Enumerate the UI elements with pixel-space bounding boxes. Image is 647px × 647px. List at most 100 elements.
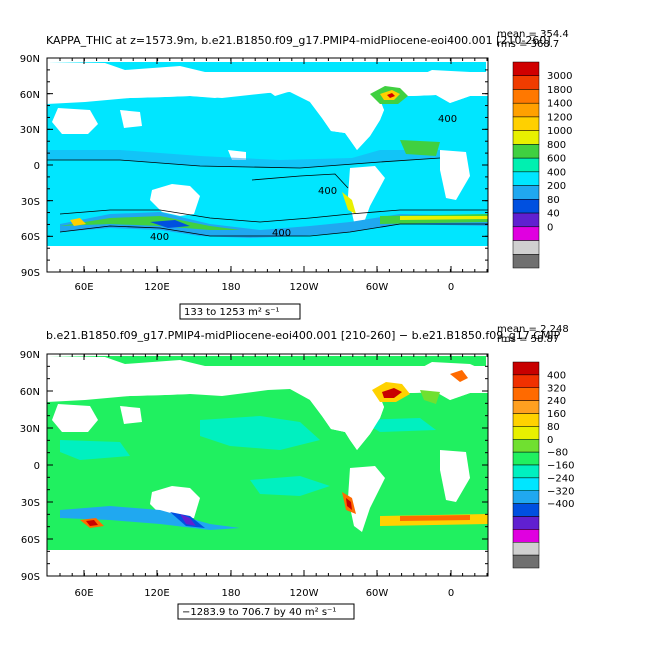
panel-1-colorbar-swatch (512, 116, 540, 131)
panel-1-colorbar-label: 1000 (547, 126, 572, 137)
panel-1-map: 400 400 400 400 (47, 58, 488, 272)
panel-1-colorbar-swatch (512, 157, 540, 173)
panel-1-colorbar-swatch (512, 254, 540, 269)
panel-1-colorbar-swatch (512, 75, 540, 90)
contour-label: 400 (318, 186, 337, 197)
panel-1-southern-band (60, 192, 488, 238)
panel-1-colorbar-swatch (512, 144, 540, 159)
panel-2-rms: rms = 58.87 (497, 334, 559, 345)
lon-label: 120E (144, 588, 169, 599)
panel-2: b.e21.B1850.f09_g17.PMIP4-midPliocene-eo… (20, 324, 574, 620)
panel-1-colorbar-swatch (512, 240, 540, 255)
panel-2-colorbar-swatch (512, 529, 540, 543)
panel-2-title: b.e21.B1850.f09_g17.PMIP4-midPliocene-eo… (46, 329, 561, 342)
lon-label: 60W (366, 282, 389, 293)
panel-1-lat-labels: 90N 60N 30N 0 30S 60S 90S (20, 54, 40, 279)
lat-label: 90S (21, 268, 40, 279)
panel-1-colorbar-swatch (512, 61, 540, 76)
lon-label: 60E (74, 282, 93, 293)
panel-2-colorbar-label: −80 (547, 448, 568, 459)
panel-2-colorbar-swatch (512, 426, 540, 440)
panel-2-colorbar-swatch (512, 451, 540, 466)
panel-1-colorbar-label: 1800 (547, 85, 572, 96)
panel-1-colorbar-label: 400 (547, 167, 566, 178)
panel-1-colorbar-label: 1400 (547, 99, 572, 110)
panel-1-labrador-hotspot (370, 86, 408, 104)
panel-2-colorbar-label: 160 (547, 409, 566, 420)
panel-2-colorbar-label: −400 (547, 499, 574, 510)
lon-label: 60E (74, 588, 93, 599)
panel-2-colorbar-swatch (512, 439, 540, 453)
panel-2-colorbar-swatch (512, 516, 540, 530)
lon-label: 120W (290, 282, 319, 293)
panel-1-rms: rms = 368.7 (497, 39, 559, 50)
panel-1-range-box (179, 303, 301, 320)
panel-2-lat-labels: 90N 60N 30N 0 30S 60S 90S (20, 350, 40, 583)
panel-1-title: KAPPA_THIC at z=1573.9m, b.e21.B1850.f09… (46, 34, 551, 47)
panel-1-colorbar-swatch (512, 212, 540, 228)
panel-1-colorbar-label: 3000 (547, 71, 572, 82)
panel-2-lon-labels: 60E 120E 180 120W 60W 0 (74, 588, 454, 599)
lon-label: 120W (290, 588, 319, 599)
lat-label: 90N (20, 54, 40, 65)
panel-1-mean: mean = 354.4 (497, 29, 569, 40)
lat-label: 60S (21, 535, 40, 546)
panel-2-colorbar-label: −320 (547, 486, 574, 497)
lat-label: 30N (20, 424, 40, 435)
panel-2-colorbar: 400 320 240 160 80 0 −80 −160−240 −320 −400 (512, 361, 574, 569)
panel-2-colorbar-swatch (512, 477, 540, 491)
panel-2-colorbar-swatch (512, 361, 540, 376)
panel-2-colorbar-label: 320 (547, 383, 566, 394)
lon-label: 180 (221, 588, 240, 599)
panel-2-map (47, 354, 488, 576)
panel-2-colorbar-swatch (512, 490, 540, 504)
panel-1-colorbar-label: 80 (547, 195, 560, 206)
lat-label: 90S (21, 572, 40, 583)
panel-2-colorbar-label: 240 (547, 396, 566, 407)
panel-1-colorbar-swatch (512, 171, 540, 186)
lat-label: 60N (20, 387, 40, 398)
panel-2-colorbar-swatch (512, 387, 540, 401)
lat-label: 0 (34, 461, 40, 472)
panel-1-ticks (47, 57, 488, 273)
lon-label: 180 (221, 282, 240, 293)
panel-1-colorbar-label: 800 (547, 140, 566, 151)
contour-label: 400 (438, 114, 457, 125)
panel-1-colorbar-label: 200 (547, 181, 566, 192)
panel-2-colorbar-swatch (512, 374, 540, 388)
panel-1-tropical-band (47, 140, 440, 168)
panel-2-colorbar-swatch (512, 554, 540, 569)
lat-label: 90N (20, 350, 40, 361)
panel-2-ticks (47, 353, 488, 577)
panel-2-range-box (177, 603, 355, 620)
panel-2-pacific-patches (60, 416, 436, 496)
lat-label: 0 (34, 161, 40, 172)
panel-2-colorbar-label: −240 (547, 473, 574, 484)
panel-1-colorbar-label: 40 (547, 209, 560, 220)
panel-2-land (47, 356, 488, 576)
contour-label: 400 (272, 228, 291, 239)
panel-2-range: −1283.9 to 706.7 by 40 m² s⁻¹ (182, 607, 336, 618)
lat-label: 30N (20, 125, 40, 136)
panel-2-colorbar-label: −160 (547, 461, 574, 472)
panel-1-land (47, 62, 488, 272)
lon-label: 120E (144, 282, 169, 293)
panel-2-colorbar-label: 0 (547, 435, 553, 446)
lon-label: 0 (448, 282, 454, 293)
panel-1-colorbar-swatch (512, 130, 540, 145)
lon-label: 60W (366, 588, 389, 599)
panel-2-colorbar-label: 400 (547, 370, 566, 381)
lat-label: 60N (20, 90, 40, 101)
lon-label: 0 (448, 588, 454, 599)
panel-1-colorbar-swatch (512, 185, 540, 200)
panel-1-colorbar-label: 1200 (547, 112, 572, 123)
panel-2-mean: mean = 2.248 (497, 324, 569, 335)
panel-1-lon-labels: 60E 120E 180 120W 60W 0 (74, 282, 454, 293)
panel-1-colorbar-label: 0 (547, 222, 553, 233)
panel-2-colorbar-swatch (512, 413, 540, 427)
panel-2-anomalies (60, 370, 488, 530)
panel-2-colorbar-swatch (512, 464, 540, 479)
panel-2-colorbar-swatch (512, 400, 540, 414)
